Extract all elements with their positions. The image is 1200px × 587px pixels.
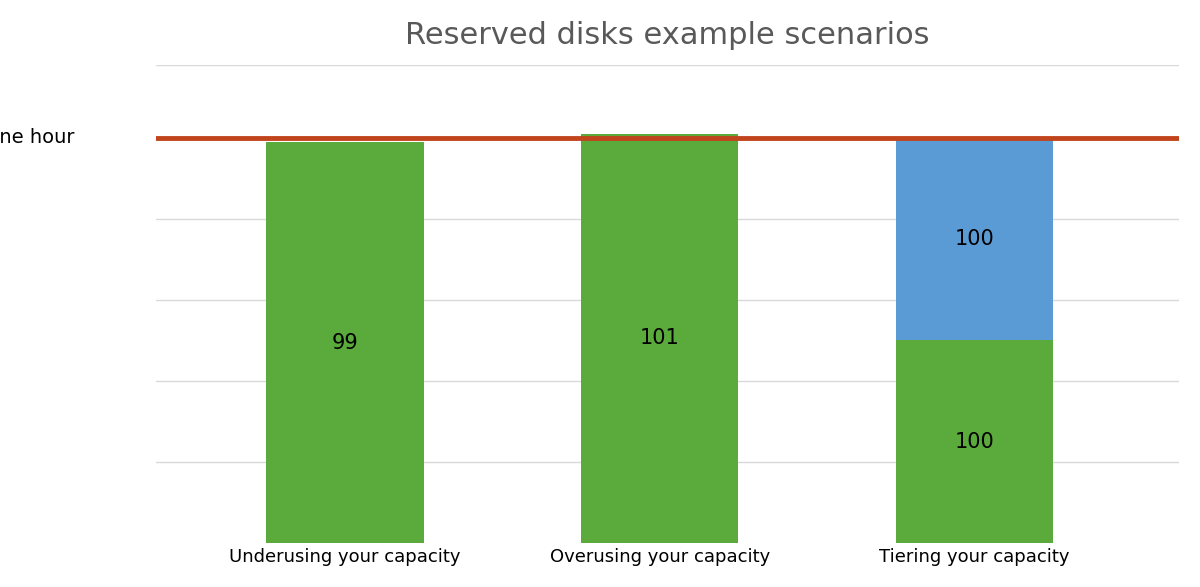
Title: Reserved disks example scenarios: Reserved disks example scenarios [406, 21, 930, 50]
Text: 99: 99 [331, 332, 359, 353]
Bar [896, 340, 1054, 544]
Bar [266, 141, 424, 544]
Bar [581, 134, 738, 544]
Text: 101: 101 [640, 329, 679, 349]
Bar [896, 138, 1054, 340]
Text: One hour: One hour [0, 128, 74, 147]
Text: 100: 100 [955, 432, 995, 452]
Text: 100: 100 [955, 229, 995, 249]
